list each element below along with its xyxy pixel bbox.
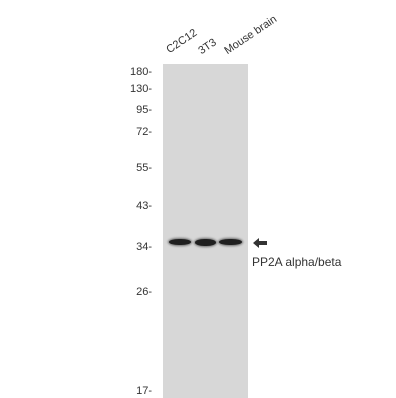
mw-marker-55: 55- <box>136 162 152 174</box>
mw-marker-26: 26- <box>136 286 152 298</box>
mw-marker-130: 130- <box>129 83 152 95</box>
mw-marker-34: 34- <box>136 241 152 253</box>
mw-marker-72: 72- <box>136 126 152 138</box>
mw-marker-95: 95- <box>136 104 152 116</box>
lane-label-c2c12: C2C12 <box>164 26 200 56</box>
band-c2c12 <box>169 239 191 245</box>
left-arrow-icon <box>253 238 267 248</box>
lane-label-mouse-brain: Mouse brain <box>222 13 280 57</box>
mw-marker-43: 43- <box>136 200 152 212</box>
lane-label-3t3: 3T3 <box>196 36 219 57</box>
blot-membrane <box>163 64 248 398</box>
band-3t3 <box>195 239 216 246</box>
band-mouse-brain <box>219 239 242 245</box>
mw-marker-17: 17- <box>136 385 152 397</box>
target-protein-label: PP2A alpha/beta <box>252 255 342 269</box>
mw-marker-180: 180- <box>129 66 152 78</box>
